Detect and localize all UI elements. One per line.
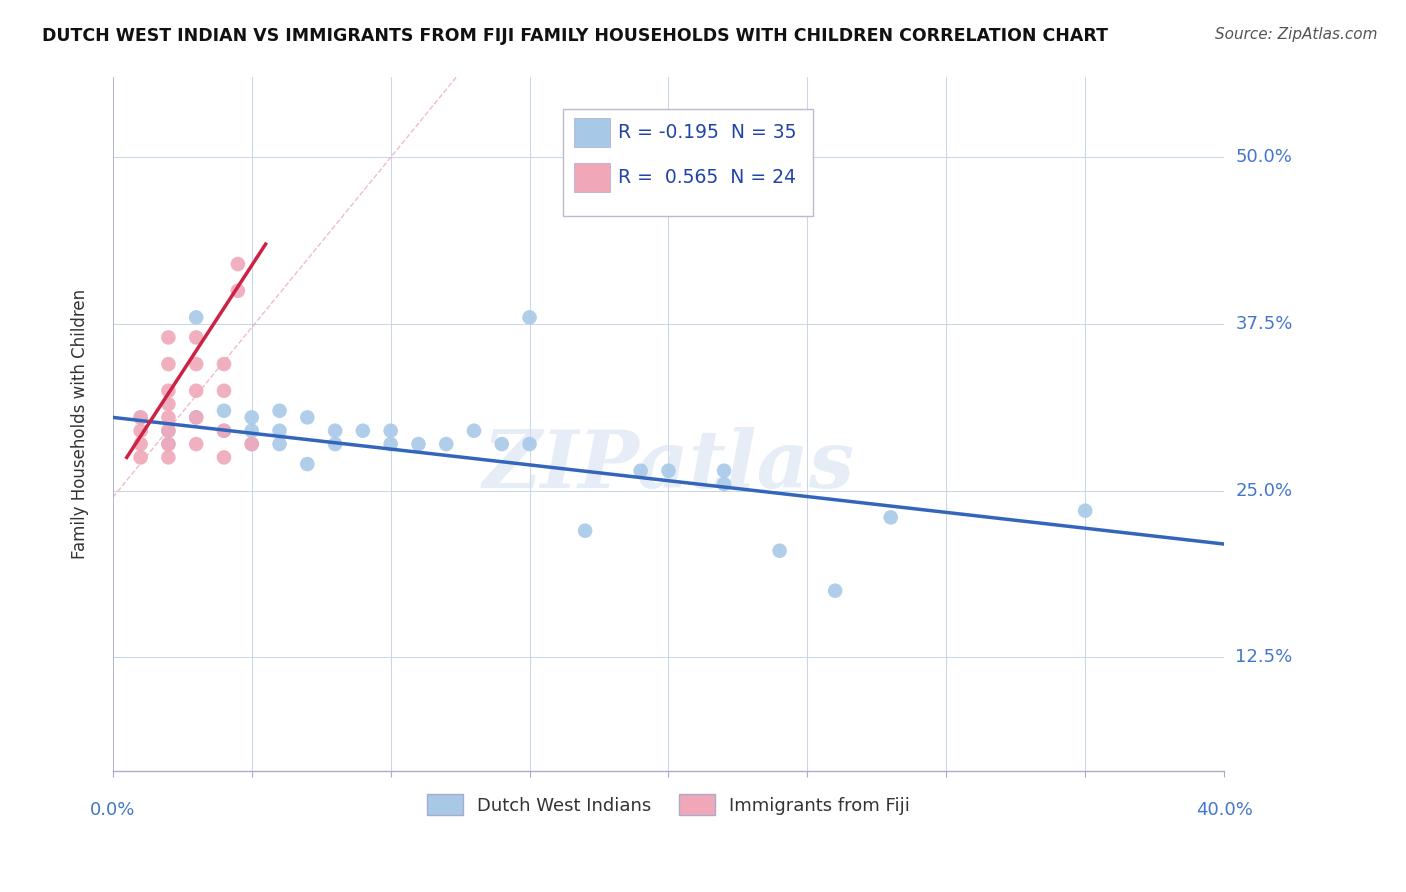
Point [157, 437, 180, 451]
Point [323, 437, 346, 451]
Point [186, 410, 208, 425]
Point [129, 450, 152, 465]
Point [269, 403, 291, 417]
Point [630, 464, 652, 478]
Point [157, 410, 180, 425]
Point [129, 424, 152, 438]
Text: Source: ZipAtlas.com: Source: ZipAtlas.com [1215, 27, 1378, 42]
Point [240, 437, 263, 451]
Point [519, 437, 541, 451]
Text: ZIPatlas: ZIPatlas [482, 427, 855, 504]
Point [323, 424, 346, 438]
Point [186, 437, 208, 451]
Point [157, 357, 180, 371]
Point [380, 424, 402, 438]
Point [212, 424, 235, 438]
Point [880, 510, 903, 524]
Point [157, 437, 180, 451]
Point [157, 450, 180, 465]
Point [519, 310, 541, 325]
Point [380, 437, 402, 451]
Point [434, 437, 457, 451]
Point [212, 357, 235, 371]
Point [186, 357, 208, 371]
Point [129, 410, 152, 425]
Point [186, 384, 208, 398]
Point [713, 464, 735, 478]
Text: R = -0.195  N = 35: R = -0.195 N = 35 [619, 123, 797, 142]
Point [824, 583, 846, 598]
Point [574, 524, 596, 538]
Text: 25.0%: 25.0% [1236, 482, 1292, 500]
FancyBboxPatch shape [574, 118, 610, 147]
Point [240, 437, 263, 451]
FancyBboxPatch shape [574, 162, 610, 192]
Point [157, 397, 180, 411]
Point [226, 284, 249, 298]
Point [157, 330, 180, 344]
Text: 12.5%: 12.5% [1236, 648, 1292, 666]
Point [212, 450, 235, 465]
Point [352, 424, 374, 438]
Point [1074, 504, 1097, 518]
Point [186, 410, 208, 425]
Text: 50.0%: 50.0% [1236, 148, 1292, 167]
Text: DUTCH WEST INDIAN VS IMMIGRANTS FROM FIJI FAMILY HOUSEHOLDS WITH CHILDREN CORREL: DUTCH WEST INDIAN VS IMMIGRANTS FROM FIJ… [42, 27, 1108, 45]
Point [129, 437, 152, 451]
Legend: Dutch West Indians, Immigrants from Fiji: Dutch West Indians, Immigrants from Fiji [418, 785, 920, 824]
Point [297, 457, 319, 471]
Point [463, 424, 485, 438]
Point [269, 424, 291, 438]
Point [408, 437, 430, 451]
Text: 0.0%: 0.0% [90, 801, 135, 819]
Point [297, 410, 319, 425]
Point [240, 424, 263, 438]
Point [212, 424, 235, 438]
Point [269, 437, 291, 451]
FancyBboxPatch shape [562, 109, 813, 216]
Point [491, 437, 513, 451]
Y-axis label: Family Households with Children: Family Households with Children [72, 289, 89, 559]
Point [212, 384, 235, 398]
Point [713, 477, 735, 491]
Point [157, 384, 180, 398]
Point [768, 543, 790, 558]
Point [157, 424, 180, 438]
Text: 40.0%: 40.0% [1195, 801, 1253, 819]
Point [657, 464, 679, 478]
Text: 37.5%: 37.5% [1236, 315, 1292, 333]
Point [212, 403, 235, 417]
Point [186, 310, 208, 325]
Point [226, 257, 249, 271]
Point [157, 424, 180, 438]
Text: R =  0.565  N = 24: R = 0.565 N = 24 [619, 168, 796, 186]
Point [186, 330, 208, 344]
Point [129, 410, 152, 425]
Point [240, 410, 263, 425]
